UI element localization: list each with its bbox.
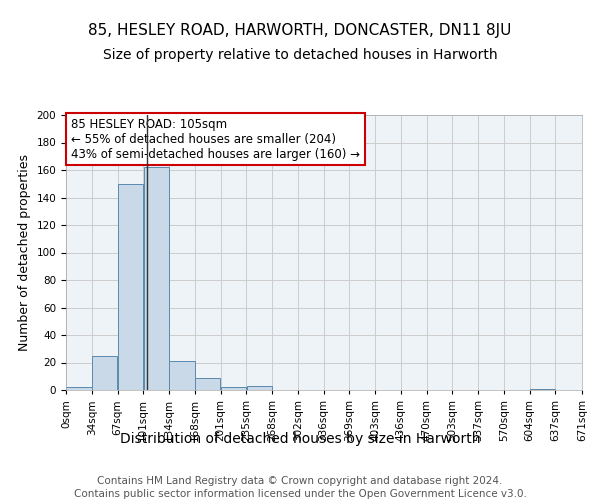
Bar <box>169 361 194 390</box>
Bar <box>247 386 272 390</box>
Bar <box>530 388 555 390</box>
Bar <box>143 167 169 390</box>
Text: 85, HESLEY ROAD, HARWORTH, DONCASTER, DN11 8JU: 85, HESLEY ROAD, HARWORTH, DONCASTER, DN… <box>88 22 512 38</box>
Bar <box>118 184 143 390</box>
Text: Contains HM Land Registry data © Crown copyright and database right 2024.: Contains HM Land Registry data © Crown c… <box>97 476 503 486</box>
Bar <box>92 356 117 390</box>
Bar <box>195 378 220 390</box>
Y-axis label: Number of detached properties: Number of detached properties <box>18 154 31 351</box>
Text: 85 HESLEY ROAD: 105sqm
← 55% of detached houses are smaller (204)
43% of semi-de: 85 HESLEY ROAD: 105sqm ← 55% of detached… <box>71 118 360 161</box>
Bar <box>221 387 246 390</box>
Text: Distribution of detached houses by size in Harworth: Distribution of detached houses by size … <box>120 432 480 446</box>
Text: Contains public sector information licensed under the Open Government Licence v3: Contains public sector information licen… <box>74 489 526 499</box>
Bar <box>66 387 92 390</box>
Text: Size of property relative to detached houses in Harworth: Size of property relative to detached ho… <box>103 48 497 62</box>
